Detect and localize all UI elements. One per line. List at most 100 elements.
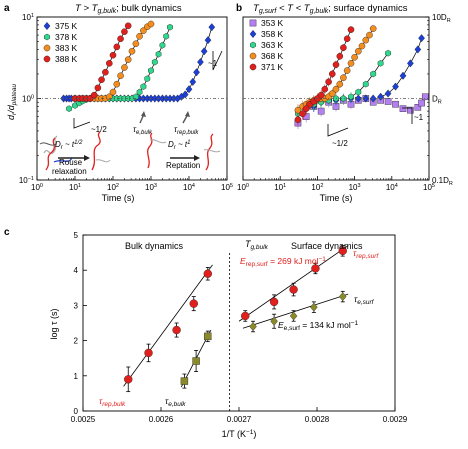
data-point — [384, 98, 392, 105]
legend-label: 353 K — [261, 18, 284, 28]
y-tick-label: 10DR — [432, 13, 451, 24]
data-point — [354, 94, 362, 103]
data-point — [197, 58, 204, 67]
data-point — [340, 44, 347, 52]
data-point — [200, 47, 208, 56]
data-point — [124, 22, 132, 30]
tau-e-bulk-c: τe,bulk — [165, 396, 186, 408]
data-point — [294, 116, 302, 123]
x-tick-label: 0.0028 — [305, 415, 330, 424]
data-point — [106, 60, 113, 67]
data-point — [144, 348, 153, 358]
data-point — [294, 106, 302, 114]
data-point — [392, 82, 399, 91]
data-point — [370, 70, 377, 78]
x-tick-label: 101 — [69, 183, 81, 192]
data-point — [180, 377, 189, 385]
y-tick-label: 2 — [74, 337, 79, 346]
data-point — [311, 264, 320, 273]
x-tick-label: 0.0027 — [227, 415, 252, 424]
panel-c-annotations: τrep,bulk τe,bulk τrep,surf τe,surf Erep… — [99, 248, 379, 408]
tg-bulk-label: Tg,bulk — [245, 239, 269, 251]
x-tick-label: 0.0025 — [71, 415, 96, 424]
tau-rep-bulk-c: τrep,bulk — [99, 396, 126, 408]
legend-label: 371 K — [261, 62, 284, 72]
data-point — [113, 43, 121, 51]
slope-one-label-b: ~1 — [414, 113, 424, 122]
slope-half-triangle-b — [327, 124, 349, 137]
x-tick-label: 103 — [349, 183, 361, 192]
data-point — [336, 80, 344, 88]
panel-b-annotations: ~1/2 ~1 — [327, 107, 424, 148]
svg-text:Reptation: Reptation — [166, 161, 200, 170]
legend-marker — [43, 21, 51, 31]
data-point — [299, 110, 306, 118]
slope-half-label-b: ~1/2 — [332, 139, 348, 148]
data-point — [144, 75, 151, 83]
data-point — [418, 99, 425, 107]
fit-line — [242, 293, 349, 329]
panel-a: a T > Tg,bulk; bulk dynamics 100 101 102 10… — [4, 3, 233, 203]
data-point — [325, 78, 332, 86]
data-point — [377, 59, 384, 67]
data-point — [270, 316, 278, 326]
data-point — [140, 27, 147, 34]
data-point — [90, 91, 98, 99]
data-point — [269, 297, 279, 307]
slope-one-triangle — [212, 50, 223, 71]
x-tick-label: 105 — [221, 183, 233, 192]
data-point — [147, 20, 155, 28]
svg-text:relaxation: relaxation — [52, 167, 87, 176]
e-rep-surf-c: Erep,surf = 269 kJ mol−1 — [240, 256, 326, 268]
legend-marker — [249, 52, 257, 60]
data-point — [249, 322, 257, 332]
x-tick-label: 104 — [386, 183, 398, 192]
legend-label: 378 K — [55, 32, 78, 42]
legend-label: 375 K — [55, 21, 78, 31]
x-tick-label: 102 — [107, 183, 119, 192]
bulk-dynamics-label: Bulk dynamics — [125, 241, 184, 251]
data-point — [343, 67, 351, 74]
x-tick-label: 105 — [423, 183, 435, 192]
panel-a-annotations: ~1/2 ~1 τe,bulk τrep,bulk Dr ~ t1/2 Rous… — [39, 50, 223, 176]
x-tick-label: 101 — [274, 183, 286, 192]
legend-label: 368 K — [261, 51, 284, 61]
data-point — [347, 60, 355, 67]
data-point — [113, 80, 121, 88]
panel-b-label: b — [236, 3, 242, 14]
panel-a-label: a — [4, 3, 10, 14]
data-point — [204, 36, 212, 45]
tau-e-bulk-label: τe,bulk — [133, 125, 153, 136]
y-tick-label: 5 — [74, 231, 79, 240]
data-point — [343, 35, 351, 43]
data-point — [140, 83, 147, 90]
svg-text:Dr ~ t1/2: Dr ~ t1/2 — [55, 140, 83, 151]
data-point — [117, 72, 124, 80]
data-point — [369, 25, 377, 32]
x-tick-label: 0.0026 — [149, 415, 174, 424]
x-tick-label: 102 — [311, 183, 323, 192]
data-point — [362, 36, 370, 44]
y-tick-label: 3 — [74, 301, 79, 310]
data-point — [136, 32, 143, 40]
data-point — [289, 285, 298, 294]
legend-marker — [249, 63, 257, 71]
data-point — [321, 85, 329, 93]
data-point — [203, 269, 213, 278]
data-point — [418, 34, 425, 43]
slope-one-triangle-b — [402, 107, 413, 124]
x-tick-label: 104 — [183, 183, 195, 192]
panel-c-ylabel: log τ (s) — [49, 308, 59, 339]
legend-marker — [249, 29, 257, 39]
data-point — [155, 50, 162, 58]
data-point — [317, 107, 325, 115]
y-tick-label: 10−1 — [19, 176, 34, 185]
slope-half-triangle — [73, 118, 91, 129]
panel-c-label: c — [4, 227, 10, 238]
data-point — [366, 31, 373, 39]
data-point — [407, 106, 414, 114]
legend-label: 383 K — [55, 43, 78, 53]
legend-marker — [43, 55, 51, 63]
